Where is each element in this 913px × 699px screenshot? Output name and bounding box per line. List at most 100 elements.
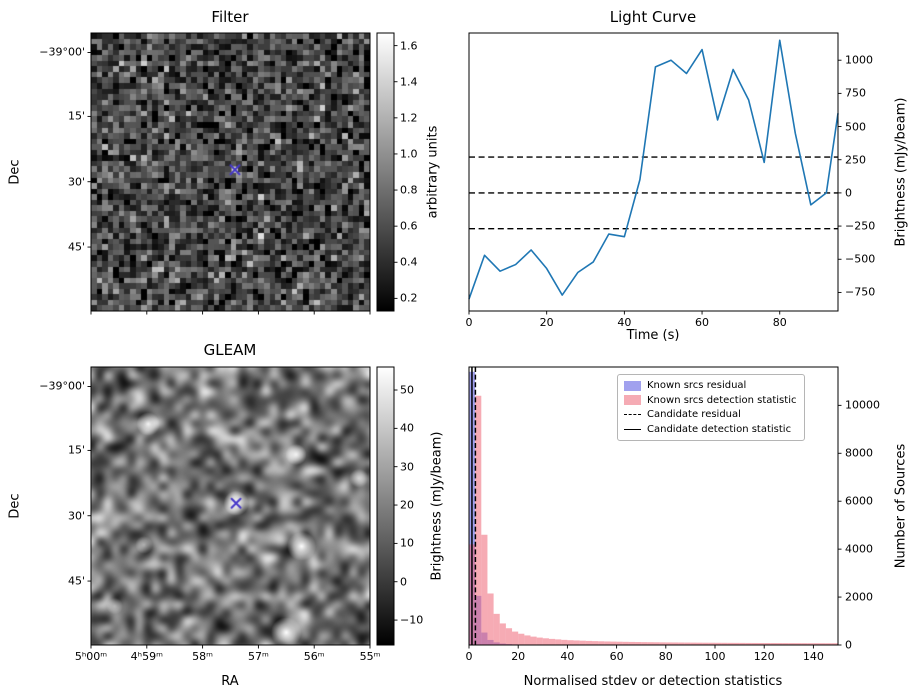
histogram-ytick-label: 6000 [845, 494, 873, 508]
histogram-bar-series1 [715, 642, 722, 645]
histogram-ytick-label: 8000 [845, 446, 873, 460]
gleam-cbar-tick-label: 10 [400, 536, 414, 550]
gleam-sky-image [91, 367, 370, 645]
filter-ytick-label: 30' [67, 175, 85, 189]
gleam-cbar-tick-label: 40 [400, 421, 414, 435]
histogram-bar-series1 [610, 641, 617, 645]
filter-cbar-tick-label: 1.6 [400, 39, 418, 53]
gleam-ytick-label: 45' [67, 574, 85, 588]
gleam-cbar-tick-label: −10 [400, 613, 424, 627]
histogram-bar-series1 [635, 642, 642, 645]
gleam-ytick-label: −39°00' [39, 379, 85, 393]
legend-label: Known srcs residual [647, 380, 747, 391]
histogram-bar-series1 [505, 628, 513, 645]
histogram-bar-series1 [807, 643, 814, 645]
histogram-bar-series1 [690, 642, 697, 645]
lightcurve-ytick-label: −250 [845, 219, 876, 233]
histogram-bar-series0 [475, 595, 482, 645]
histogram-bar-series1 [819, 643, 826, 645]
filter-cbar-tick-label: 0.6 [400, 219, 418, 233]
histogram-bar-series1 [542, 638, 549, 645]
lightcurve-xtick-label: 60 [695, 316, 710, 329]
legend-swatch-patch [624, 395, 641, 406]
histogram-bar-series1 [751, 642, 759, 645]
lightcurve-ytick-label: −500 [845, 252, 876, 266]
filter-ytick-label: 15' [67, 109, 85, 123]
histogram-bar-series1 [721, 642, 728, 645]
histogram-bar-series1 [745, 642, 752, 645]
legend-label: Candidate detection statistic [647, 423, 792, 435]
histogram-ylabel: Number of Sources [893, 443, 909, 569]
histogram-bar-series1 [794, 643, 802, 645]
histogram-legend: Known srcs residual Known srcs detection … [617, 374, 806, 441]
histogram-bar-series1 [573, 640, 580, 645]
gleam-ylabel: Dec [7, 493, 23, 519]
histogram-bar-series1 [776, 643, 783, 645]
histogram-bar-series0 [481, 632, 488, 645]
histogram-xtick-label: 140 [802, 650, 824, 663]
gleam-ytick-label: 30' [67, 509, 85, 523]
lightcurve-xtick-label: 20 [539, 316, 554, 329]
legend-label: Candidate residual [647, 409, 741, 420]
gleam-xtick-label: 55ᵐ [359, 650, 381, 663]
gleam-cbar-tick-label: 20 [400, 498, 414, 512]
histogram-bar-series1 [665, 642, 672, 645]
histogram-bar-series1 [561, 639, 568, 645]
filter-colorbar-label: arbitrary units [425, 125, 441, 219]
histogram-bar-series1 [530, 636, 537, 645]
histogram-bar-series0 [512, 644, 519, 645]
lightcurve-ytick-label: 250 [845, 153, 866, 167]
filter-colorbar [377, 33, 394, 311]
histogram-bar-series1 [567, 640, 574, 645]
legend-swatch-patch [624, 380, 641, 391]
histogram-bar-series1 [592, 641, 599, 645]
histogram-bar-series1 [622, 641, 629, 645]
gleam-xtick-label: 4ʰ59ᵐ [130, 650, 163, 663]
histogram-bar-series1 [598, 641, 605, 645]
histogram-bar-series1 [770, 643, 777, 645]
gleam-colorbar-label: Brightness (mJy/beam) [429, 431, 445, 581]
legend-item: Known srcs residual [624, 380, 796, 392]
lightcurve-ytick-label: 0 [845, 186, 852, 200]
gleam-xlabel: RA [221, 674, 239, 689]
lightcurve-xlabel: Time (s) [626, 328, 680, 343]
gleam-xtick-label: 5ʰ00ᵐ [74, 650, 108, 663]
histogram-bar-series1 [536, 637, 543, 645]
histogram-bar-series1 [469, 544, 476, 645]
histogram-bar-series1 [831, 643, 838, 645]
histogram-xtick-label: 0 [465, 650, 473, 663]
filter-sky-image [91, 33, 370, 311]
histogram-bar-series0 [499, 643, 506, 645]
histogram-bar-series1 [739, 642, 746, 645]
gleam-xtick-label: 56ᵐ [303, 650, 325, 663]
histogram-bar-series0 [487, 639, 494, 645]
histogram-xtick-label: 80 [658, 650, 673, 663]
histogram-bar-series1 [671, 642, 679, 645]
histogram-bar-series1 [813, 643, 820, 645]
histogram-bar-series1 [696, 642, 703, 645]
histogram-bar-series1 [555, 639, 562, 645]
legend-item: Known srcs detection statistic [624, 395, 796, 407]
lightcurve-title: Light Curve [609, 8, 697, 26]
histogram-xtick-label: 20 [511, 650, 526, 663]
gleam-xtick-label: 57ᵐ [247, 650, 269, 663]
lightcurve-xtick-label: 0 [465, 316, 473, 329]
histogram-bar-series1 [764, 643, 771, 645]
filter-cbar-tick-label: 1.4 [400, 75, 418, 89]
histogram-ytick-label: 4000 [845, 542, 873, 556]
histogram-bar-series1 [524, 635, 531, 645]
lightcurve-ytick-label: −750 [845, 285, 876, 299]
lightcurve-ytick-label: 1000 [845, 53, 873, 67]
histogram-bar-series1 [727, 642, 734, 645]
histogram-bar-series1 [788, 643, 795, 645]
legend-item: Candidate residual [624, 409, 796, 421]
histogram-xtick-label: 120 [753, 650, 775, 663]
histogram-bar-series1 [604, 641, 611, 645]
histogram-xtick-label: 60 [609, 650, 624, 663]
lightcurve-xtick-label: 80 [772, 316, 787, 329]
filter-cbar-tick-label: 0.4 [400, 255, 418, 269]
histogram-bar-series1 [548, 638, 556, 645]
histogram-ytick-label: 10000 [845, 398, 880, 412]
legend-item: Candidate detection statistic [624, 424, 796, 436]
histogram-bar-series1 [487, 593, 494, 645]
